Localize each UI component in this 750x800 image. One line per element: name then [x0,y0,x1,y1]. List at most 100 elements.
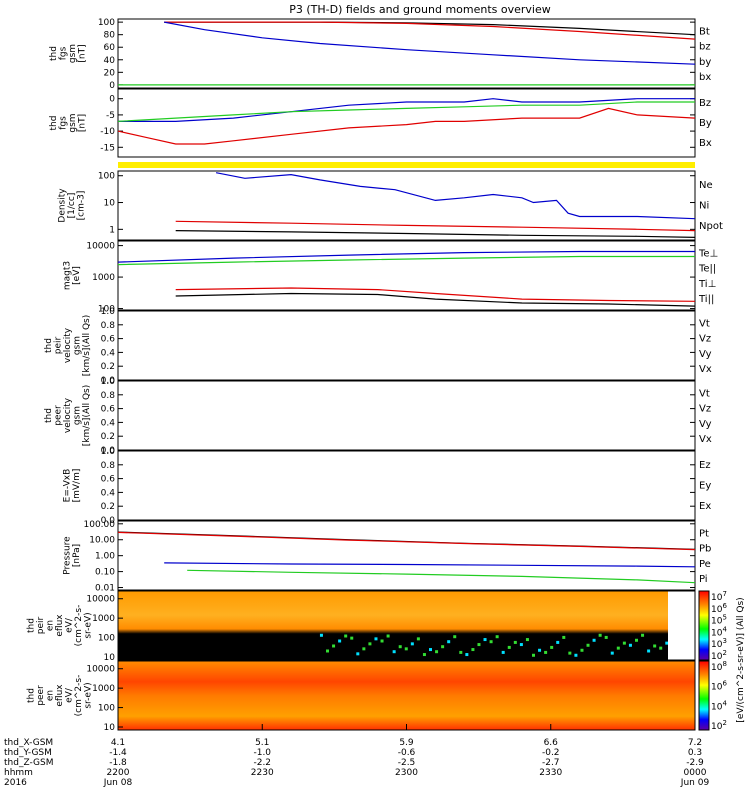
y-axis-label: magt3 [62,261,72,290]
y-axis-label: fgs [58,46,68,60]
legend-entry: Ex [699,501,711,512]
spectrogram-pixel [568,651,572,655]
y-axis-label: Pressure [62,536,72,575]
y-tick-label: 0.0 [101,446,116,456]
legend-entry: Te⊥ [698,248,718,259]
legend-entry: Vz [699,404,711,415]
panel-pressure: 100.00 10.00 1.00 0.10 0.01 Pressure [nPa] Pt Pb… [62,520,711,594]
panel-temperature: 10000 1000 100 magt3 [eV] Te⊥ Te|| Ti⊥ Ti|| [62,240,718,315]
y-axis-label: sr-eV) [84,612,94,638]
spectrogram-pixel [332,644,336,648]
ephemeris-row-label: thd_Y-GSM [4,748,52,758]
chart-title: P3 (TH-D) fields and ground moments over… [289,3,551,16]
spectrogram-pixel [538,648,542,652]
legend-entry: Ti|| [698,294,714,305]
spectrogram-pixel [531,653,535,657]
y-axis-label: gsm [73,336,83,355]
y-tick-label: 0.0 [101,516,116,526]
y-tick-label: 0.2 [101,502,115,512]
y-axis-label: sr-eV) [84,682,94,708]
spectrogram-pixel [489,640,493,644]
ephemeris-value: -2.5 [398,758,416,768]
y-tick-label: 0.4 [101,488,116,498]
panel-efield: 1.0 0.8 0.6 0.4 0.2 0.0 E=-VxB [mV/m] Ez Ey Ex [62,447,711,526]
spectrogram-pixel [580,648,584,652]
spectrogram-pixel [501,650,505,654]
y-axis-label: peer [36,685,46,706]
spectrogram-pixel [453,635,457,639]
spectrogram-pixel [410,642,414,646]
y-axis-label: [cm-3] [77,191,87,221]
y-tick-label: 1.00 [95,552,115,562]
y-axis-label: velocity [63,397,73,433]
y-tick-label: 1 [109,225,115,235]
spectrogram-pixel [386,634,390,638]
y-tick-label: 0.2 [101,432,115,442]
spectrogram-pixel [447,640,451,644]
ephemeris-value: -0.6 [398,748,416,758]
ephemeris-value: 6.6 [544,738,559,748]
y-tick-label: 100 [98,305,115,315]
quality-flag-bar [118,162,695,168]
y-axis-label: eV/ [65,687,75,703]
legend-entry: Bt [699,26,710,37]
ephemeris-value: 0000 [684,768,707,778]
ephemeris-value: -0.2 [542,748,560,758]
legend-entry: Te|| [698,264,716,275]
ephemeris-row-label: hhmm [4,768,33,778]
ephemeris-value: 5.1 [255,738,269,748]
spectrogram-pixel [550,645,554,649]
legend-entry: Pb [699,544,711,555]
spectrogram-pixel [319,633,323,637]
ephemeris-row-label: thd_X-GSM [4,738,53,748]
colorbar [698,660,710,731]
y-tick-label: 10000 [86,665,115,675]
y-tick-label: 1000 [92,273,115,283]
spectrogram-pixel [356,652,360,656]
spectrogram-pixel [392,650,396,654]
panel-peer-velocity: 1.0 0.8 0.6 0.4 0.2 0.0 thd peer velocity gsm [km/… [44,377,712,456]
spectrogram-pixel [513,640,517,644]
y-tick-label: 10 [104,723,116,733]
ephemeris-row-label: 2016 [4,778,27,788]
y-tick-label: 0.6 [101,475,116,485]
y-tick-label: 100 [98,704,115,714]
spectrogram-pixel [641,633,645,637]
y-axis-label: thd [49,116,59,131]
spectrogram-pixel [610,651,614,655]
spectrogram-pixel [556,640,560,644]
ephemeris-value: Jun 08 [103,778,133,788]
legend-entry: Pt [699,528,709,539]
spectrogram-pixel [465,653,469,657]
spectrogram-pixel [604,635,608,639]
y-tick-label: 0.01 [95,584,115,594]
y-tick-label: 100 [98,172,115,182]
y-axis-label: (cm^2-s- [74,675,84,717]
panel-frame [117,590,696,661]
spectrogram-pixel [586,643,590,647]
panel-frame [117,170,696,241]
panel-peir-velocity: 1.0 0.8 0.6 0.4 0.2 0.0 thd peir velocity gsm [km/… [44,307,712,386]
spectrogram-peer-eflux: 10000 1000 100 10 thd peer en eflux eV/(cm^2-s-s… [27,660,728,733]
y-axis-label: [nT] [77,44,87,62]
spectrogram-pixel [562,635,566,639]
ephemeris-value: 0.3 [688,748,702,758]
spectrogram-pixel [441,645,445,649]
y-tick-label: 10 [104,653,116,663]
series-line-green [117,255,695,266]
spectrogram-pixel [665,641,669,645]
panel-frame [117,18,696,89]
series-line-green [187,569,696,584]
y-axis-label: E=-VxB [62,469,72,503]
y-tick-label: 0.4 [101,418,116,428]
spectrogram-pixel [634,638,638,642]
panel-frame [117,520,696,591]
y-axis-label: [km/s](All Qs) [82,315,92,377]
spectrogram-pixel [404,647,408,651]
y-axis-label: thd [27,688,37,703]
spectrogram-image [118,661,695,730]
legend-entry: Vx [699,364,712,375]
spectrogram-pixel [344,634,348,638]
panel-frame [117,88,696,158]
ephemeris-value: 2230 [251,768,274,778]
